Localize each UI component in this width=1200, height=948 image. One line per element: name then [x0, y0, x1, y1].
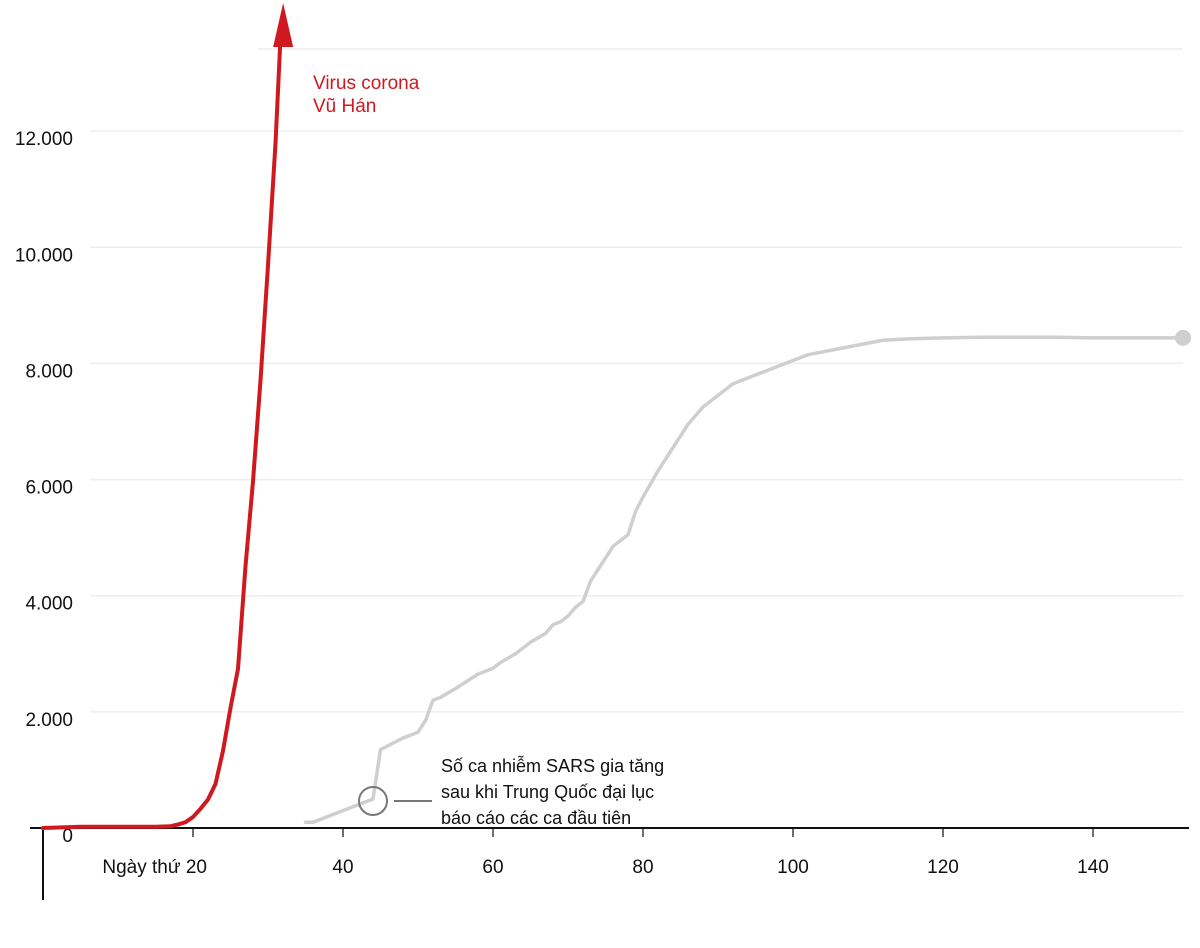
gridlines	[90, 48, 1183, 713]
annotation-text-line: sau khi Trung Quốc đại lục	[441, 782, 654, 802]
x-tick-label: 80	[632, 857, 653, 878]
annotation-text-line: báo cáo các ca đầu tiên	[441, 808, 631, 828]
series-arrowhead	[273, 3, 294, 47]
x-tick-label: 40	[332, 857, 353, 878]
y-tick-label: 6.000	[25, 478, 73, 499]
x-tick-label: 120	[927, 857, 959, 878]
series-lines: Virus corona Vũ Hán	[41, 3, 1191, 830]
y-tick-label: 0	[62, 826, 73, 847]
annotation-text-line: Số ca nhiễm SARS gia tăng	[441, 755, 664, 776]
x-tick-label: 100	[777, 857, 809, 878]
x-tick-label: 140	[1077, 857, 1109, 878]
y-tick-label: 2.000	[25, 710, 73, 731]
series-line-0	[41, 23, 284, 830]
y-tick-label: 12.000	[15, 129, 73, 150]
series-label-line: Virus corona	[313, 73, 420, 94]
y-tick-label: 8.000	[25, 361, 73, 382]
x-axis-tick-labels: Ngày thứ 20 40 60 80 100 120 140	[102, 857, 1108, 878]
axes	[30, 827, 1189, 900]
series-end-dot	[1175, 329, 1191, 346]
annotations: Số ca nhiễm SARS gia tăng sau khi Trung Q…	[358, 755, 664, 828]
x-tick-label: 60	[482, 857, 503, 878]
series-line-1	[303, 335, 1185, 824]
series-label: Virus corona Vũ Hán	[313, 73, 420, 117]
series-label-line: Vũ Hán	[313, 96, 376, 117]
x-tick-label: Ngày thứ 20	[102, 857, 207, 878]
y-tick-label: 10.000	[15, 245, 73, 266]
y-tick-label: 4.000	[25, 594, 73, 615]
annotation-circle-marker	[358, 785, 388, 816]
y-axis-tick-labels: 0 2.000 4.000 6.000 8.000 10.000 12.000	[15, 129, 73, 847]
